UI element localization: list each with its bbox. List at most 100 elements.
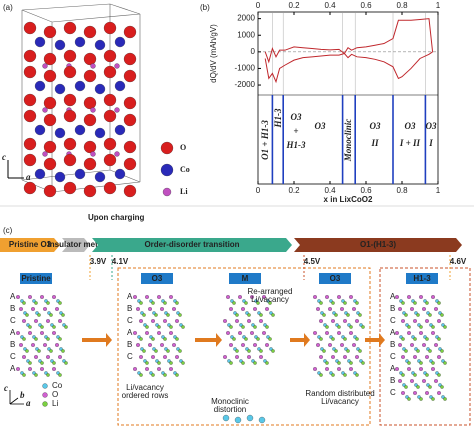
legend-swatch — [42, 392, 48, 398]
oxygen-atom — [43, 140, 57, 154]
lithium-atom — [437, 373, 441, 377]
lithium-atom — [244, 301, 248, 305]
lithium-atom — [64, 361, 68, 365]
lithium-atom — [322, 349, 326, 353]
x-tick-label-top: 1 — [436, 1, 441, 10]
lithium-atom — [25, 349, 29, 353]
y-tick-label: 2000 — [237, 14, 255, 23]
oxygen-atom — [139, 355, 143, 359]
oxygen-atom — [123, 140, 137, 154]
oxygen-atom — [419, 367, 423, 371]
oxygen-atom — [434, 307, 438, 311]
oxygen-atom — [123, 96, 137, 110]
oxygen-atom — [43, 69, 57, 83]
lithium-atom — [42, 107, 48, 113]
oxygen-atom — [52, 367, 56, 371]
oxygen-atom — [413, 391, 417, 395]
lithium-atom — [331, 301, 335, 305]
lithium-atom — [46, 337, 50, 341]
transition-arrow — [290, 333, 310, 347]
stacking-label: A — [10, 328, 16, 337]
lithium-atom — [232, 301, 236, 305]
lithium-atom — [428, 313, 432, 317]
oxygen-atom — [63, 137, 77, 151]
oxygen-atom — [398, 343, 402, 347]
oxygen-atom — [419, 331, 423, 335]
stacking-label: B — [10, 340, 15, 349]
legend-swatch — [42, 401, 48, 407]
lithium-atom — [361, 325, 365, 329]
oxygen-atom — [157, 295, 161, 299]
oxygen-atom — [325, 367, 329, 371]
lithium-atom — [169, 325, 173, 329]
structure-label: H1-3 — [413, 274, 431, 283]
x-tick-label: 0.4 — [324, 186, 336, 195]
lithium-atom — [346, 349, 350, 353]
oxygen-atom — [355, 355, 359, 359]
lithium-atom — [58, 301, 62, 305]
lithium-atom — [169, 361, 173, 365]
stage-label: O1-(H1-3) — [360, 240, 396, 249]
oxygen-atom — [313, 367, 317, 371]
lithium-atom — [331, 337, 335, 341]
oxygen-atom — [431, 331, 435, 335]
oxygen-atom — [19, 343, 23, 347]
oxygen-atom — [352, 343, 356, 347]
x-axis-title: x in LixCoO2 — [324, 195, 373, 204]
legend-label: Li — [52, 399, 58, 408]
annotation: Li/vacancy — [251, 295, 289, 304]
lithium-atom — [145, 325, 149, 329]
oxygen-atom — [340, 307, 344, 311]
oxygen-atom — [136, 343, 140, 347]
oxygen-atom — [52, 331, 56, 335]
stacking-label: C — [390, 316, 396, 325]
oxygen-atom — [63, 181, 77, 195]
lithium-atom — [437, 337, 441, 341]
oxygen-atom — [437, 319, 441, 323]
lithium-atom — [139, 301, 143, 305]
plot-frame — [257, 11, 439, 185]
lithium-atom — [229, 325, 233, 329]
cobalt-atom — [34, 124, 46, 136]
oxygen-atom — [31, 343, 35, 347]
lithium-atom — [349, 325, 353, 329]
oxygen-atom — [23, 109, 37, 123]
lithium-atom — [413, 301, 417, 305]
lithium-atom — [440, 385, 444, 389]
oxygen-atom — [316, 343, 320, 347]
oxygen-atom — [160, 307, 164, 311]
lithium-atom — [343, 301, 347, 305]
oxygen-atom — [238, 295, 242, 299]
x-tick-label-top: 0.2 — [288, 1, 300, 10]
oxygen-atom — [229, 307, 233, 311]
oxygen-atom — [401, 355, 405, 359]
cobalt-atom — [74, 124, 86, 136]
cobalt-atom — [114, 124, 126, 136]
lithium-atom — [334, 313, 338, 317]
stage-arrow — [92, 238, 292, 252]
lithium-atom — [139, 337, 143, 341]
lithium-atom — [157, 361, 161, 365]
lithium-atom — [443, 325, 447, 329]
lithium-atom — [163, 301, 167, 305]
structure-tag — [319, 273, 351, 284]
lithium-atom — [178, 349, 182, 353]
oxygen-atom — [422, 307, 426, 311]
oxygen-atom — [328, 307, 332, 311]
lithium-atom — [419, 325, 423, 329]
stage-label: Insulator metal — [48, 240, 105, 249]
oxygen-atom — [123, 69, 137, 83]
stacking-label: B — [10, 304, 15, 313]
voltage: 3.9V — [90, 257, 107, 266]
lithium-atom — [151, 373, 155, 377]
lithium-atom — [443, 397, 447, 401]
phase-label: O3 — [315, 121, 326, 131]
dqdv-curve — [264, 51, 433, 84]
lithium-atom — [34, 337, 38, 341]
lithium-atom — [256, 337, 260, 341]
phase-label: I + II — [399, 138, 421, 148]
oxygen-atom — [43, 96, 57, 110]
oxygen-atom — [410, 379, 414, 383]
oxygen-atom — [175, 355, 179, 359]
lithium-atom — [241, 325, 245, 329]
